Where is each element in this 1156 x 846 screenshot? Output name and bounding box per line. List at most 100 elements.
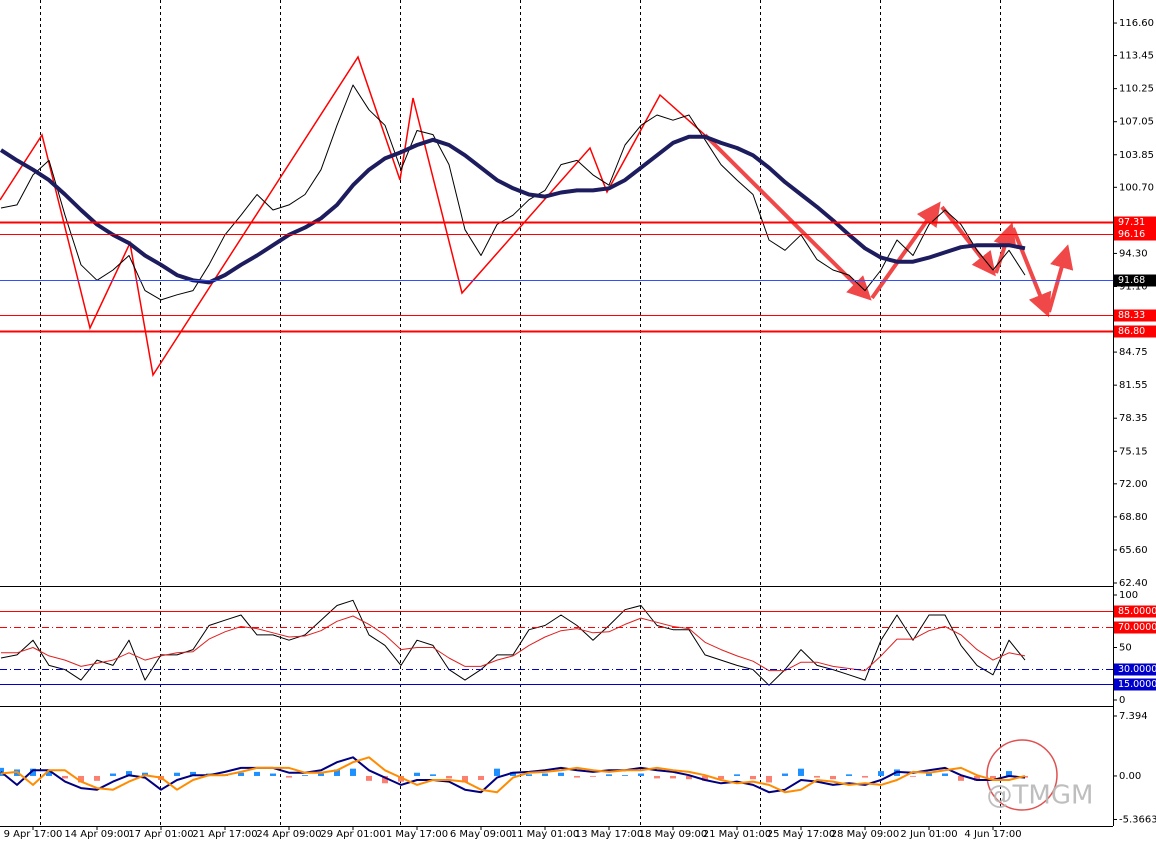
histogram-bar bbox=[94, 775, 100, 781]
x-tick-label: 11 May 01:00 bbox=[511, 829, 580, 840]
histogram-bar bbox=[782, 773, 788, 776]
y-tick-label: 0.00 bbox=[1119, 771, 1141, 782]
level-tag bbox=[1114, 605, 1156, 618]
x-tick-label: 29 Apr 01:00 bbox=[320, 829, 385, 840]
y-tick-label: 110.25 bbox=[1119, 84, 1154, 95]
histogram-bar bbox=[46, 771, 52, 776]
x-tick-label: 9 Apr 17:00 bbox=[4, 829, 63, 840]
histogram-bar bbox=[862, 775, 868, 778]
histogram-bar bbox=[446, 775, 452, 779]
histogram-bar bbox=[510, 771, 516, 776]
histogram-bar bbox=[606, 774, 612, 776]
x-tick-label: 14 Apr 09:00 bbox=[64, 829, 129, 840]
histogram-bar bbox=[478, 775, 484, 781]
histogram-bar bbox=[734, 774, 740, 776]
histogram-bar bbox=[62, 775, 68, 779]
y-tick-label: 116.60 bbox=[1119, 18, 1154, 29]
histogram-bar bbox=[398, 775, 404, 782]
x-tick-label: 21 May 01:00 bbox=[703, 829, 772, 840]
histogram-bar bbox=[126, 771, 132, 776]
histogram-bar bbox=[286, 775, 292, 778]
y-tick-label: 81.55 bbox=[1119, 380, 1148, 391]
histogram-bar bbox=[926, 773, 932, 776]
histogram-bar bbox=[590, 775, 596, 777]
x-tick-label: 1 May 17:00 bbox=[386, 829, 448, 840]
histogram-bar bbox=[382, 775, 388, 784]
histogram-bar bbox=[318, 773, 324, 776]
arrow bbox=[993, 222, 1017, 274]
x-tick-label: 4 Jun 17:00 bbox=[964, 829, 1021, 840]
histogram-bar bbox=[990, 775, 996, 779]
histogram-bar bbox=[110, 773, 116, 776]
histogram-bar bbox=[174, 772, 180, 776]
x-tick-label: 17 Apr 01:00 bbox=[128, 829, 193, 840]
highlight-circle bbox=[986, 739, 1058, 811]
histogram-bar bbox=[622, 775, 628, 776]
arrow bbox=[703, 133, 872, 301]
arrow bbox=[1047, 244, 1074, 313]
series-line bbox=[0, 599, 1026, 686]
histogram-bar bbox=[766, 775, 772, 783]
histogram-bar bbox=[238, 772, 244, 776]
y-tick-label: 65.60 bbox=[1119, 545, 1148, 556]
y-tick-label: 103.85 bbox=[1119, 150, 1154, 161]
x-tick-label: 6 May 09:00 bbox=[450, 829, 512, 840]
y-tick-label: 94.30 bbox=[1119, 248, 1148, 259]
level-label: 88.33 bbox=[1118, 310, 1145, 321]
histogram-bar bbox=[190, 771, 196, 776]
histogram-bar bbox=[750, 775, 756, 780]
histogram-bar bbox=[958, 775, 964, 781]
x-tick-label: 25 May 17:00 bbox=[767, 829, 836, 840]
histogram-bar bbox=[798, 768, 804, 776]
level-label: 70.0000 bbox=[1118, 622, 1156, 633]
histogram-bar bbox=[30, 768, 36, 776]
y-tick-label: 72.00 bbox=[1119, 479, 1148, 490]
level-tag bbox=[1114, 228, 1156, 241]
histogram-bar bbox=[670, 775, 676, 779]
y-tick-label: 75.15 bbox=[1119, 446, 1148, 457]
histogram-bar bbox=[414, 772, 420, 776]
histogram-bar bbox=[254, 771, 260, 776]
x-tick-label: 28 May 09:00 bbox=[831, 829, 900, 840]
histogram-bar bbox=[366, 775, 372, 781]
watermark: @TMGM bbox=[987, 781, 1094, 811]
level-tag bbox=[1114, 325, 1156, 338]
y-tick-label: 50 bbox=[1119, 643, 1132, 654]
histogram-bar bbox=[78, 775, 84, 783]
level-label: 86.80 bbox=[1118, 326, 1145, 337]
y-tick-label: 100 bbox=[1119, 590, 1138, 601]
y-tick-label: -5.3663 bbox=[1119, 814, 1156, 825]
histogram-bar bbox=[846, 774, 852, 776]
y-tick-label: 0 bbox=[1119, 695, 1125, 706]
arrows bbox=[703, 133, 1074, 318]
y-tick-label: 100.70 bbox=[1119, 182, 1154, 193]
x-tick-label: 18 May 09:00 bbox=[639, 829, 708, 840]
x-tick-label: 21 Apr 17:00 bbox=[192, 829, 257, 840]
histogram-bar bbox=[302, 775, 308, 776]
x-tick-label: 13 May 17:00 bbox=[575, 829, 644, 840]
histogram-bar bbox=[574, 775, 580, 778]
y-tick-label: 113.45 bbox=[1119, 51, 1154, 62]
level-label: 97.31 bbox=[1118, 217, 1145, 228]
y-tick-label: 7.394 bbox=[1119, 711, 1148, 722]
histogram-bar bbox=[270, 773, 276, 776]
histogram-bar bbox=[718, 775, 724, 780]
histogram-bar bbox=[814, 775, 820, 778]
level-tag bbox=[1114, 621, 1156, 634]
histogram-bar bbox=[638, 773, 644, 776]
y-tick-label: 68.80 bbox=[1119, 512, 1148, 523]
level-label: 15.0000 bbox=[1118, 679, 1156, 690]
histogram-bar bbox=[910, 775, 916, 777]
y-tick-label: 91.10 bbox=[1119, 281, 1148, 292]
y-tick-label: 84.75 bbox=[1119, 347, 1148, 358]
histogram-bar bbox=[558, 772, 564, 776]
histogram-bar bbox=[462, 775, 468, 783]
x-tick-label: 24 Apr 09:00 bbox=[256, 829, 321, 840]
level-label: 85.0000 bbox=[1118, 606, 1156, 617]
zigzag bbox=[0, 55, 706, 378]
histogram-bar bbox=[350, 768, 356, 776]
x-tick-label: 2 Jun 01:00 bbox=[900, 829, 957, 840]
